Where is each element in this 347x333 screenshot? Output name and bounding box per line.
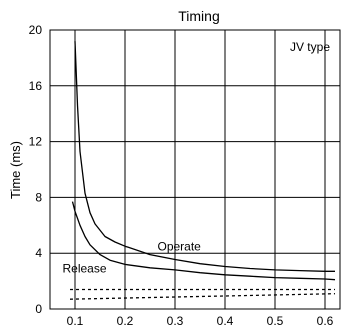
annotations: JV type Operate Release <box>63 40 331 276</box>
series-line-operate <box>74 41 335 272</box>
x-tick-label: 0.2 <box>117 314 134 328</box>
annotation-label: JV type <box>290 40 330 54</box>
annotation-label: Operate <box>158 239 202 253</box>
x-tick-label: 0.6 <box>317 314 334 328</box>
y-tick-label: 12 <box>29 135 43 149</box>
x-tick-label: 0.4 <box>217 314 234 328</box>
y-tick-label: 8 <box>35 190 42 204</box>
series-line-dashed-3 <box>69 293 336 300</box>
y-tick-label: 4 <box>35 246 42 260</box>
x-tick-label: 0.5 <box>267 314 284 328</box>
series-line-release <box>71 201 336 281</box>
series-layer <box>69 41 336 300</box>
x-tick-label: 0.1 <box>67 314 84 328</box>
y-tick-label: 16 <box>29 79 43 93</box>
x-tick-label: 0.3 <box>167 314 184 328</box>
y-axis-label: Time (ms) <box>8 141 23 199</box>
tick-labels: 0.1 0.2 0.3 0.4 0.5 0.6 0 4 8 12 16 20 <box>29 23 334 328</box>
y-tick-label: 20 <box>29 23 43 37</box>
plot-frame <box>49 29 341 310</box>
chart-title: Timing <box>178 8 220 24</box>
y-tick-label: 0 <box>35 302 42 316</box>
annotation-label: Release <box>63 262 107 276</box>
